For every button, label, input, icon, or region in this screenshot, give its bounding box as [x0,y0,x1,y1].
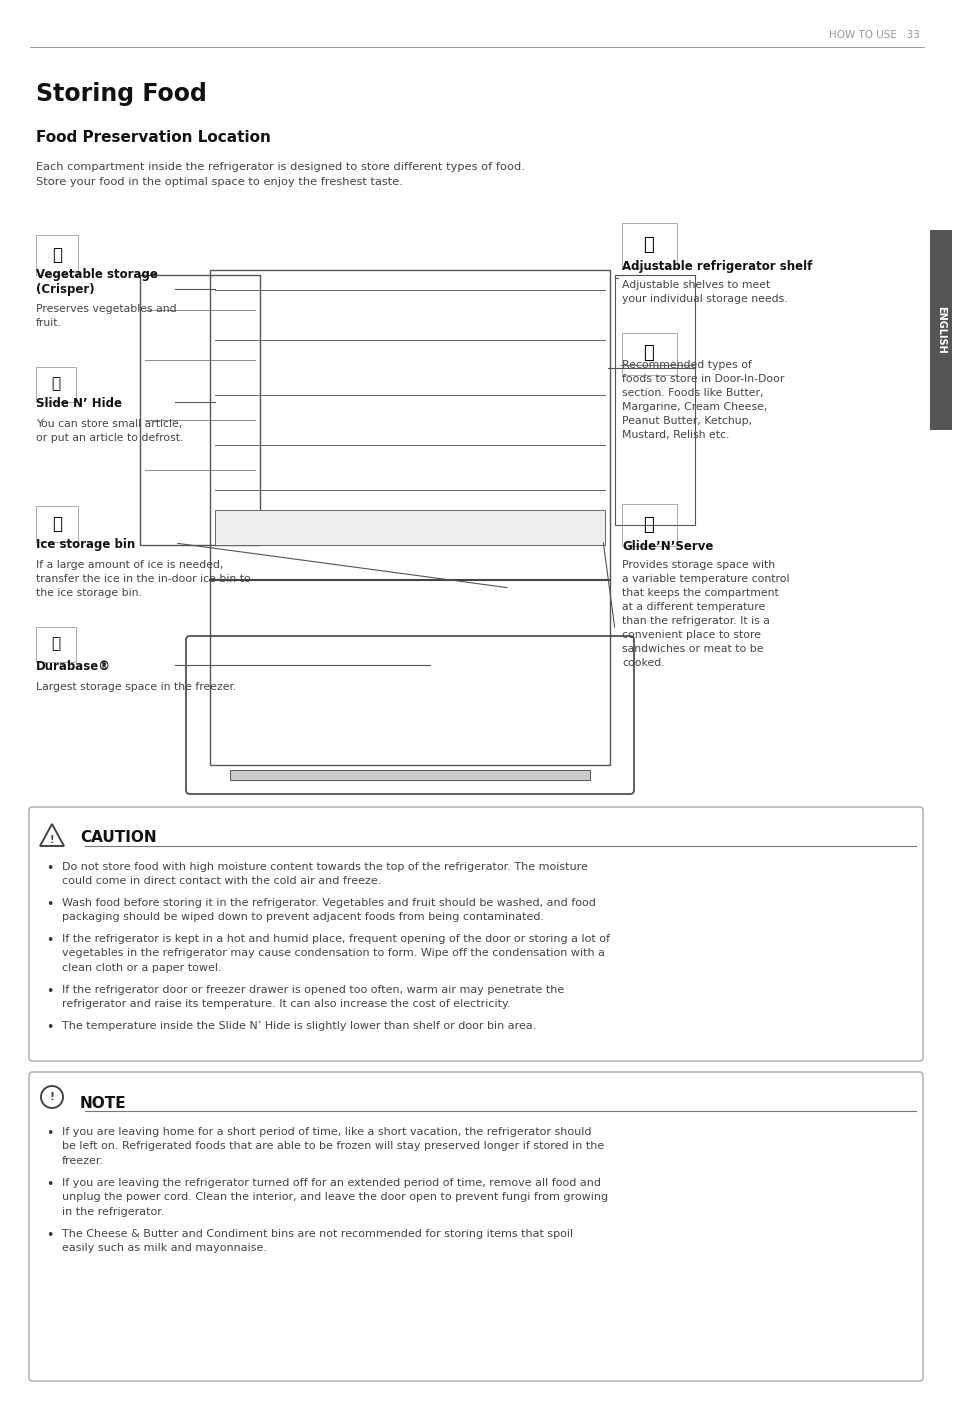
FancyBboxPatch shape [29,807,923,1061]
Text: The temperature inside the Slide N’ Hide is slightly lower than shelf or door bi: The temperature inside the Slide N’ Hide… [62,1021,536,1031]
Text: Each compartment inside the refrigerator is designed to store different types of: Each compartment inside the refrigerator… [36,163,524,186]
Text: Largest storage space in the freezer.: Largest storage space in the freezer. [36,682,236,692]
Text: Provides storage space with
a variable temperature control
that keeps the compar: Provides storage space with a variable t… [621,560,789,668]
Text: Vegetable storage
(Crisper): Vegetable storage (Crisper) [36,268,157,296]
Text: ENGLISH: ENGLISH [935,307,945,354]
Text: Recommended types of
foods to store in Door-In-Door
section. Foods like Butter,
: Recommended types of foods to store in D… [621,360,783,440]
Text: Do not store food with high moisture content towards the top of the refrigerator: Do not store food with high moisture con… [62,862,587,887]
Text: •: • [47,1126,53,1140]
Text: Preserves vegetables and
fruit.: Preserves vegetables and fruit. [36,304,176,328]
Text: 🧊: 🧊 [52,516,62,532]
Text: If you are leaving home for a short period of time, like a short vacation, the r: If you are leaving home for a short peri… [62,1126,603,1166]
Text: If you are leaving the refrigerator turned off for an extended period of time, r: If you are leaving the refrigerator turn… [62,1178,607,1217]
FancyBboxPatch shape [230,771,589,780]
Text: •: • [47,1229,53,1243]
Text: 🍽: 🍽 [643,516,654,534]
Text: CAUTION: CAUTION [80,831,156,845]
Text: You can store small article,
or put an article to defrost.: You can store small article, or put an a… [36,419,183,443]
Text: The Cheese & Butter and Condiment bins are not recommended for storing items tha: The Cheese & Butter and Condiment bins a… [62,1229,573,1254]
Text: !: ! [50,1091,54,1103]
Text: 🥗: 🥗 [52,247,62,263]
Text: •: • [47,1021,53,1034]
Text: 📁: 📁 [51,636,60,651]
Text: If the refrigerator is kept in a hot and humid place, frequent opening of the do: If the refrigerator is kept in a hot and… [62,934,609,972]
Text: Storing Food: Storing Food [36,83,207,106]
Text: •: • [47,934,53,947]
Text: !: ! [50,835,54,845]
Text: 📦: 📦 [51,377,60,391]
Text: Wash food before storing it in the refrigerator. Vegetables and fruit should be : Wash food before storing it in the refri… [62,898,596,922]
Text: •: • [47,1178,53,1191]
Text: Durabase®: Durabase® [36,660,111,672]
Text: Food Preservation Location: Food Preservation Location [36,130,271,144]
Text: If the refrigerator door or freezer drawer is opened too often, warm air may pen: If the refrigerator door or freezer draw… [62,985,563,1009]
FancyBboxPatch shape [929,230,951,430]
FancyBboxPatch shape [29,1072,923,1381]
Text: NOTE: NOTE [80,1096,127,1111]
Text: Slide N’ Hide: Slide N’ Hide [36,396,122,410]
Text: HOW TO USE   33: HOW TO USE 33 [828,29,919,41]
Text: Glide’N’Serve: Glide’N’Serve [621,539,713,553]
Text: •: • [47,862,53,876]
Text: •: • [47,898,53,911]
Text: 🗂: 🗂 [643,235,654,254]
Text: •: • [47,985,53,998]
Text: If a large amount of ice is needed,
transfer the ice in the in-door ice bin to
t: If a large amount of ice is needed, tran… [36,560,251,598]
Text: Adjustable refrigerator shelf: Adjustable refrigerator shelf [621,261,812,273]
Text: Adjustable shelves to meet
your individual storage needs.: Adjustable shelves to meet your individu… [621,280,787,304]
FancyBboxPatch shape [214,510,604,545]
Text: Ice storage bin: Ice storage bin [36,538,135,551]
Text: 🥫: 🥫 [643,345,654,361]
